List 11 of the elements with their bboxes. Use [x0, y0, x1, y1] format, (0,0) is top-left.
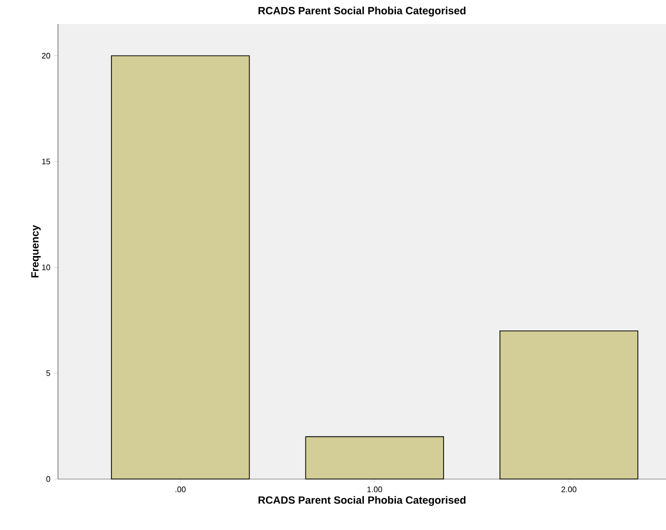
- x-tick-label: 2.00: [562, 486, 576, 492]
- x-tick-label: .00: [176, 486, 186, 492]
- y-axis-title: Frequency: [31, 225, 41, 278]
- y-tick-label: 5: [46, 370, 50, 376]
- y-tick-label: 15: [42, 158, 50, 164]
- chart-title: RCADS Parent Social Phobia Categorised: [258, 6, 466, 16]
- x-axis-title: RCADS Parent Social Phobia Categorised: [258, 496, 466, 506]
- y-tick-label: 0: [46, 476, 50, 482]
- x-tick-label: 1.00: [367, 486, 382, 492]
- y-tick-label: 10: [42, 264, 50, 270]
- y-tick-label: 20: [42, 52, 50, 59]
